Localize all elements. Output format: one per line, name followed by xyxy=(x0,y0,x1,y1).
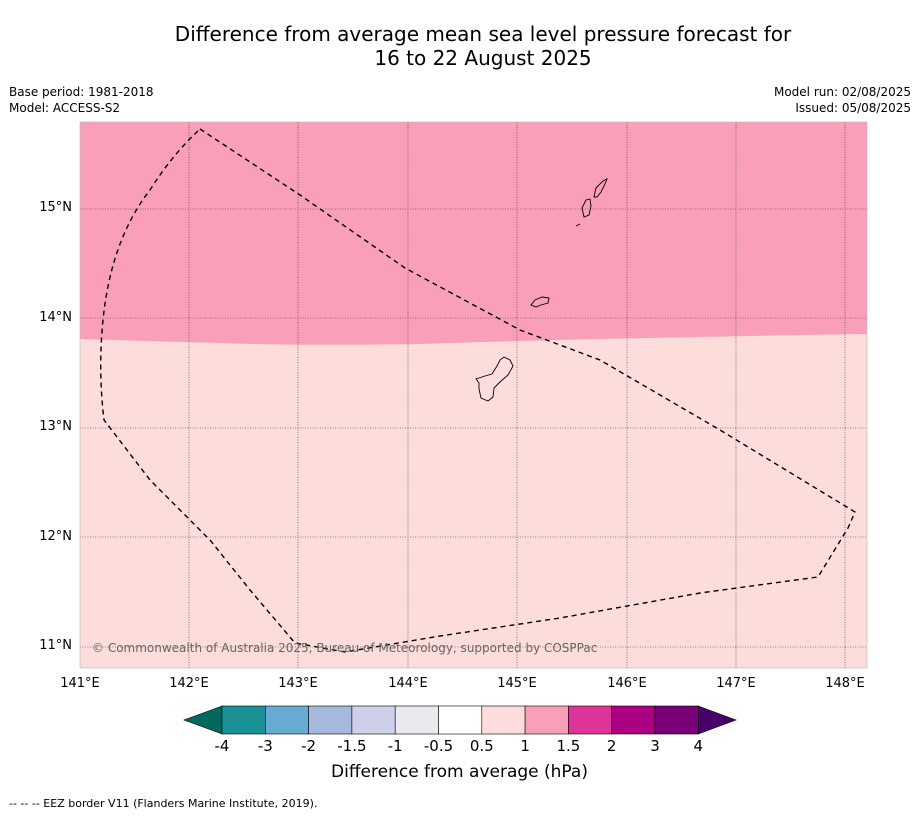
colorbar-tick-label: 2 xyxy=(606,737,617,755)
lat-label-11: 11°N xyxy=(39,638,72,653)
colorbar-bin xyxy=(394,705,439,735)
colorbar-tick-label: 3 xyxy=(650,737,660,755)
colorbar-bin xyxy=(654,705,699,735)
colorbar-bin xyxy=(351,705,396,735)
colorbar-arrow-low xyxy=(183,705,223,735)
lat-label-15: 15°N xyxy=(39,200,72,215)
title-line-2: 16 to 22 August 2025 xyxy=(374,46,592,70)
colorbar-bin xyxy=(221,705,266,735)
run-info: Model run: 02/08/2025 Issued: 05/08/2025 xyxy=(774,84,911,116)
graticule xyxy=(80,122,867,668)
region-high-anomaly xyxy=(80,122,867,345)
lon-label-141: 141°E xyxy=(60,676,100,691)
copyright-notice: © Commonwealth of Australia 2025, Bureau… xyxy=(92,641,598,655)
colorbar-tick-label: -4 xyxy=(214,737,230,755)
base-period: Base period: 1981-2018 xyxy=(9,85,154,99)
island-aguijan xyxy=(575,223,581,227)
island-tinian xyxy=(581,198,592,218)
colorbar-tick-label: 4 xyxy=(693,737,704,755)
model-run: Model run: 02/08/2025 xyxy=(773,85,911,99)
title-line-1: Difference from average mean sea level p… xyxy=(174,22,792,46)
islands xyxy=(475,178,608,402)
model-name: Model: ACCESS-S2 xyxy=(9,101,121,115)
lon-label-145: 145°E xyxy=(497,676,537,691)
lat-label-13: 13°N xyxy=(39,419,72,434)
colorbar-bin xyxy=(264,705,309,735)
island-saipan xyxy=(593,178,608,198)
colorbar-tick-label: -1 xyxy=(387,737,403,755)
colorbar-bin xyxy=(524,705,569,735)
lat-label-12: 12°N xyxy=(39,529,72,544)
colorbar-tick-label: -0.5 xyxy=(423,737,454,755)
colorbar-label: Difference from average (hPa) xyxy=(331,762,588,782)
colorbar-tick-label: 1 xyxy=(520,737,530,755)
model-info: Base period: 1981-2018 Model: ACCESS-S2 xyxy=(9,84,154,116)
colorbar-bin xyxy=(481,705,526,735)
island-guam xyxy=(475,356,514,402)
colorbar-bin xyxy=(611,705,656,735)
map-frame xyxy=(79,121,868,669)
colorbar-tick-label: -3 xyxy=(257,737,273,755)
colorbar-tick-label: -2 xyxy=(301,737,317,755)
issued-date: Issued: 05/08/2025 xyxy=(795,101,911,115)
island-rota xyxy=(530,296,550,308)
lon-label-148: 148°E xyxy=(825,676,865,691)
lon-label-146: 146°E xyxy=(607,676,647,691)
colorbar-bin xyxy=(308,705,353,735)
lon-label-144: 144°E xyxy=(388,676,428,691)
colorbar-tick-label: 0.5 xyxy=(469,737,494,755)
lon-label-147: 147°E xyxy=(716,676,756,691)
lon-label-143: 143°E xyxy=(278,676,318,691)
lon-label-142: 142°E xyxy=(169,676,209,691)
lat-label-14: 14°N xyxy=(39,310,72,325)
eez-legend: -- -- -- EEZ border V11 (Flanders Marine… xyxy=(9,797,318,810)
colorbar-bin xyxy=(438,705,483,735)
colorbar xyxy=(183,705,737,735)
map-title: Difference from average mean sea level p… xyxy=(0,22,919,70)
colorbar-tick-label: 1.5 xyxy=(556,737,581,755)
colorbar-arrow-high xyxy=(697,705,737,735)
colorbar-tick-label: -1.5 xyxy=(337,737,367,755)
colorbar-bin xyxy=(568,705,613,735)
